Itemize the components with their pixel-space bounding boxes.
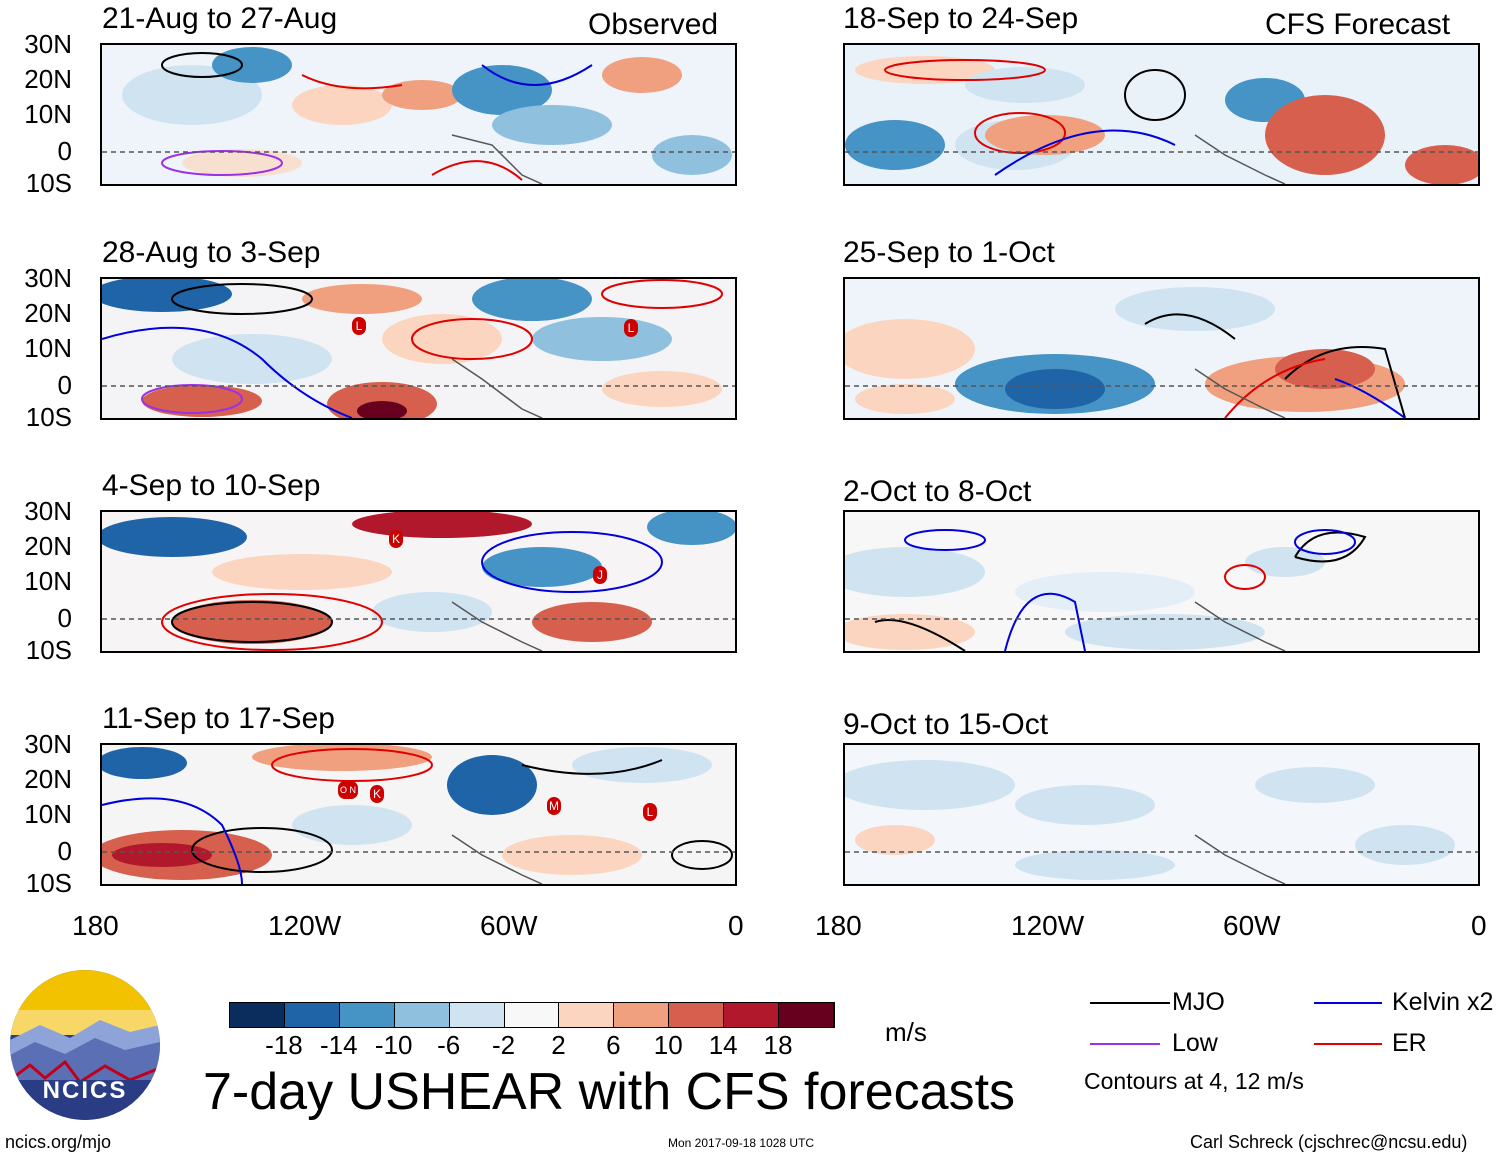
colorbar-swatch	[449, 1003, 505, 1027]
map-panel-forecast-3	[843, 510, 1480, 653]
storm-marker: K	[389, 530, 403, 548]
panel-title-7: 2-Oct to 8-Oct	[843, 475, 1032, 508]
panel-title-5: 18-Sep to 24-Sep	[843, 2, 1079, 35]
observed-label: Observed	[588, 8, 719, 41]
colorbar-swatch	[504, 1003, 560, 1027]
colorbar	[229, 1002, 835, 1028]
lon-label: 180	[815, 910, 862, 941]
storm-marker: M	[547, 797, 561, 815]
lon-label: 60W	[1223, 910, 1281, 941]
lat-label: 20N	[24, 531, 72, 561]
colorbar-swatch	[559, 1003, 615, 1027]
shear-field	[102, 45, 735, 184]
ncics-logo: NCICS	[10, 970, 160, 1120]
colorbar-tick-label: 2	[551, 1030, 566, 1060]
lat-label: 10N	[24, 566, 72, 596]
lat-label: 10S	[25, 168, 72, 198]
lon-label: 60W	[480, 910, 538, 941]
colorbar-swatch	[230, 1003, 285, 1027]
colorbar-swatch	[339, 1003, 395, 1027]
legend-mjo-line	[1090, 1002, 1170, 1004]
lat-label: 0	[57, 603, 72, 633]
lon-label: 180	[72, 910, 119, 941]
colorbar-tick-label: 6	[606, 1030, 621, 1060]
colorbar-swatch	[724, 1003, 780, 1027]
lat-label: 20N	[24, 764, 72, 794]
lat-label: 0	[57, 370, 72, 400]
footer-url[interactable]: ncics.org/mjo	[5, 1132, 112, 1152]
lon-label: 0	[728, 910, 744, 941]
colorbar-tick-label: -10	[374, 1030, 413, 1060]
main-title: 7-day USHEAR with CFS forecasts	[203, 1063, 1016, 1121]
map-panel-forecast-4	[843, 743, 1480, 886]
legend-mjo-label: MJO	[1172, 988, 1225, 1016]
lon-label: 120W	[1011, 910, 1085, 941]
lon-label: 0	[1471, 910, 1487, 941]
lon-label: 120W	[268, 910, 342, 941]
colorbar-swatch	[779, 1003, 834, 1027]
storm-marker: O N	[338, 781, 358, 799]
lat-label: 20N	[24, 64, 72, 94]
map-panel-forecast-1	[843, 43, 1480, 186]
legend-low-line	[1090, 1043, 1160, 1045]
legend-er-line	[1314, 1043, 1382, 1045]
lat-label: 0	[57, 836, 72, 866]
cfs-forecast-label: CFS Forecast	[1265, 8, 1451, 41]
lat-label: 0	[57, 136, 72, 166]
colorbar-swatch	[669, 1003, 725, 1027]
panel-title-2: 28-Aug to 3-Sep	[102, 236, 321, 269]
lat-label: 10S	[25, 868, 72, 898]
storm-marker: L	[643, 803, 657, 821]
legend-er-label: ER	[1392, 1029, 1427, 1057]
map-panel-observed-3: K J	[100, 510, 737, 653]
logo-text: NCICS	[42, 1077, 128, 1104]
lat-label: 10S	[25, 635, 72, 665]
colorbar-tick-label: 14	[708, 1030, 738, 1060]
lat-label: 10N	[24, 333, 72, 363]
lat-label: 30N	[24, 29, 72, 59]
map-panel-forecast-2	[843, 277, 1480, 420]
colorbar-tick-label: -6	[437, 1030, 461, 1060]
colorbar-swatch	[614, 1003, 670, 1027]
map-panel-observed-2: L L	[100, 277, 737, 420]
panel-title-8: 9-Oct to 15-Oct	[843, 708, 1049, 741]
panel-title-4: 11-Sep to 17-Sep	[102, 702, 335, 735]
legend-kelvin-label: Kelvin x2	[1392, 988, 1494, 1016]
colorbar-tick-label: 18	[763, 1030, 793, 1060]
lat-label: 30N	[24, 729, 72, 759]
map-panel-observed-1	[100, 43, 737, 186]
colorbar-tick-label: -2	[491, 1030, 516, 1060]
lat-label: 30N	[24, 496, 72, 526]
lat-label: 10S	[25, 402, 72, 432]
footer-timestamp: Mon 2017-09-18 1028 UTC	[668, 1136, 815, 1150]
lat-label: 10N	[24, 99, 72, 129]
legend-note: Contours at 4, 12 m/s	[1084, 1068, 1304, 1094]
colorbar-tick-label: 10	[653, 1030, 683, 1060]
lat-label: 30N	[24, 263, 72, 293]
storm-marker: L	[352, 317, 366, 335]
storm-marker: J	[593, 566, 607, 584]
colorbar-swatch	[394, 1003, 450, 1027]
colorbar-units: m/s	[885, 1017, 927, 1047]
storm-marker: L	[624, 319, 638, 337]
colorbar-tick-label: -14	[320, 1030, 358, 1060]
lat-label: 10N	[24, 799, 72, 829]
footer-author: Carl Schreck (cjschrec@ncsu.edu)	[1190, 1132, 1468, 1152]
lat-label: 20N	[24, 298, 72, 328]
map-panel-observed-4: O N K M L	[100, 743, 737, 886]
panel-title-3: 4-Sep to 10-Sep	[102, 469, 321, 502]
panel-title-1: 21-Aug to 27-Aug	[102, 2, 338, 35]
colorbar-swatch	[284, 1003, 340, 1027]
storm-marker: K	[370, 785, 384, 803]
legend-low-label: Low	[1172, 1029, 1218, 1057]
panel-title-6: 25-Sep to 1-Oct	[843, 236, 1055, 269]
colorbar-tick-label: -18	[265, 1030, 303, 1060]
legend-kelvin-line	[1314, 1002, 1382, 1004]
